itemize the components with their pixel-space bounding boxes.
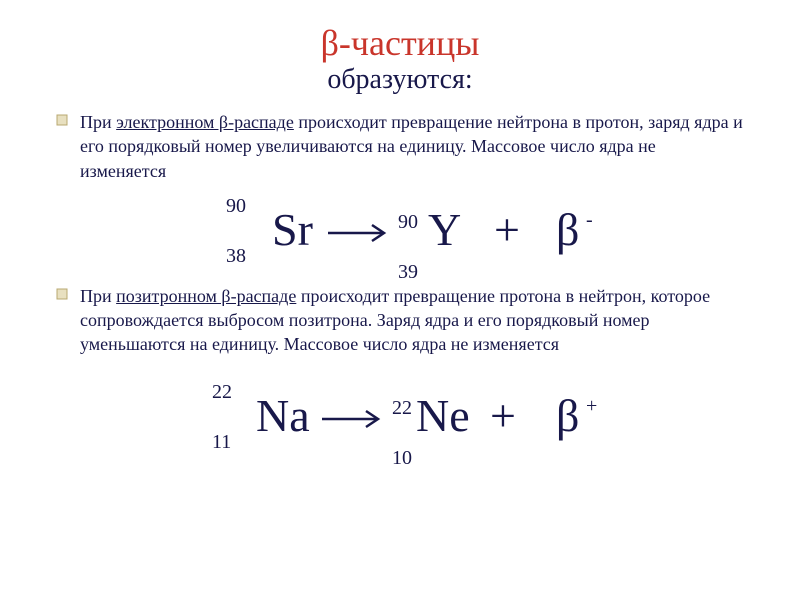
eq1-b-mass: 90 (398, 211, 418, 234)
eq2-sign: + (586, 395, 597, 418)
eq2-plus: + (490, 389, 516, 442)
arrow-icon (326, 223, 394, 248)
eq1-a-sym: Sr (272, 203, 313, 256)
eq2-a-mass: 22 (212, 381, 232, 404)
arrow-icon (320, 409, 388, 434)
eq1-plus: + (494, 203, 520, 256)
para2-term: позитронном β-распаде (116, 286, 296, 306)
title-beta: β-частицы (0, 22, 800, 64)
title-block: β-частицы образуются: (0, 0, 800, 96)
eq2-b-z: 10 (392, 447, 412, 470)
eq2-a-z: 11 (212, 431, 231, 454)
eq1-a-mass: 90 (226, 195, 246, 218)
eq2-b-mass: 22 (392, 397, 412, 420)
eq2-b-sym: Ne (416, 389, 470, 442)
title-sub: образуются: (0, 64, 800, 96)
equation-sr-y: 90 38 Sr 90 39 Y + β - (0, 189, 800, 284)
para1-term: электронном β-распаде (116, 112, 294, 132)
para2-lead: При (80, 286, 116, 306)
bullet-icon (56, 288, 68, 300)
paragraph-positron-decay: При позитронном β-распаде происходит пре… (80, 284, 744, 357)
equation-na-ne: 22 11 Na 22 10 Ne + β + (0, 375, 800, 470)
eq1-b-z: 39 (398, 261, 418, 284)
eq2-a-sym: Na (256, 389, 310, 442)
eq1-b-sym: Y (428, 203, 461, 256)
eq1-a-z: 38 (226, 245, 246, 268)
eq1-sign: - (586, 209, 593, 232)
paragraph-electron-decay: При электронном β-распаде происходит пре… (80, 110, 744, 183)
bullet-icon (56, 114, 68, 126)
eq1-beta: β (556, 203, 579, 256)
para1-lead: При (80, 112, 116, 132)
eq2-beta: β (556, 389, 579, 442)
